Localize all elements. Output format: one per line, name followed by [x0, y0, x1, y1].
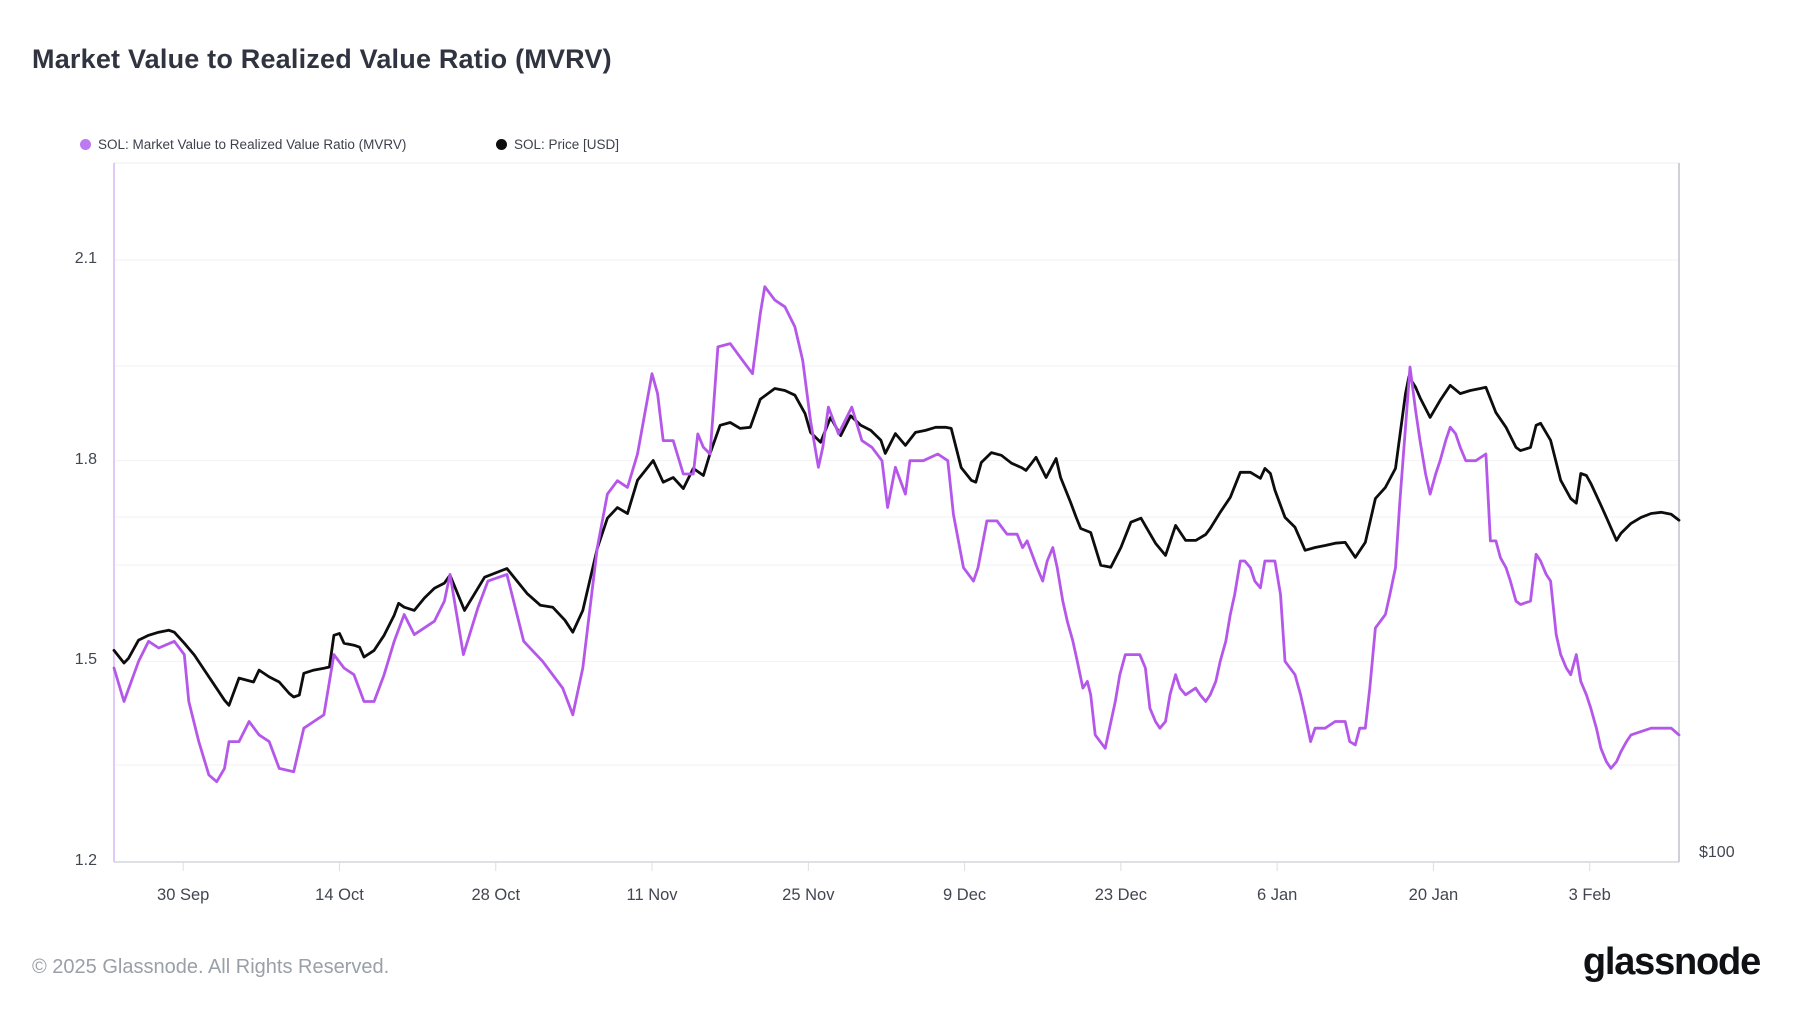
right-axis-price-label: $100: [1699, 844, 1735, 861]
x-axis-tick-label: 3 Feb: [1568, 886, 1611, 904]
x-axis-tick-label: 25 Nov: [782, 886, 835, 904]
legend-dot-mvrv-icon: [80, 138, 91, 150]
legend-label-mvrv: SOL: Market Value to Realized Value Rati…: [98, 136, 407, 152]
mvrv-line-series: [112, 285, 1681, 784]
legend-item-mvrv[interactable]: SOL: Market Value to Realized Value Rati…: [80, 135, 406, 153]
x-axis-tick-label: 20 Jan: [1408, 886, 1459, 904]
x-axis-tick-label: 9 Dec: [943, 886, 987, 904]
glassnode-logo: glassnode: [1582, 941, 1761, 983]
legend-item-price[interactable]: SOL: Price [USD]: [496, 135, 619, 153]
x-axis-tick-label: 6 Jan: [1256, 886, 1298, 904]
y-axis-tick-label: 1.8: [74, 450, 97, 468]
price-line-series: [112, 375, 1681, 707]
x-axis-tick-label: 14 Oct: [315, 886, 364, 904]
y-axis-tick-label: 2.1: [74, 249, 97, 267]
x-axis-tick-label: 28 Oct: [471, 886, 521, 904]
y-axis-tick-label: 1.2: [74, 852, 97, 869]
x-axis-tick-label: 11 Nov: [626, 886, 678, 904]
legend-dot-price-icon: [496, 138, 507, 150]
chart-legend: SOL: Market Value to Realized Value Rati…: [0, 135, 1800, 153]
x-axis-tick-label: 30 Sep: [157, 886, 210, 904]
copyright-text: © 2025 Glassnode. All Rights Reserved.: [32, 956, 390, 978]
y-axis-tick-label: 1.5: [74, 651, 97, 669]
legend-label-price: SOL: Price [USD]: [514, 136, 620, 152]
page-title: Market Value to Realized Value Ratio (MV…: [32, 44, 612, 74]
x-axis-tick-label: 23 Dec: [1094, 886, 1147, 904]
